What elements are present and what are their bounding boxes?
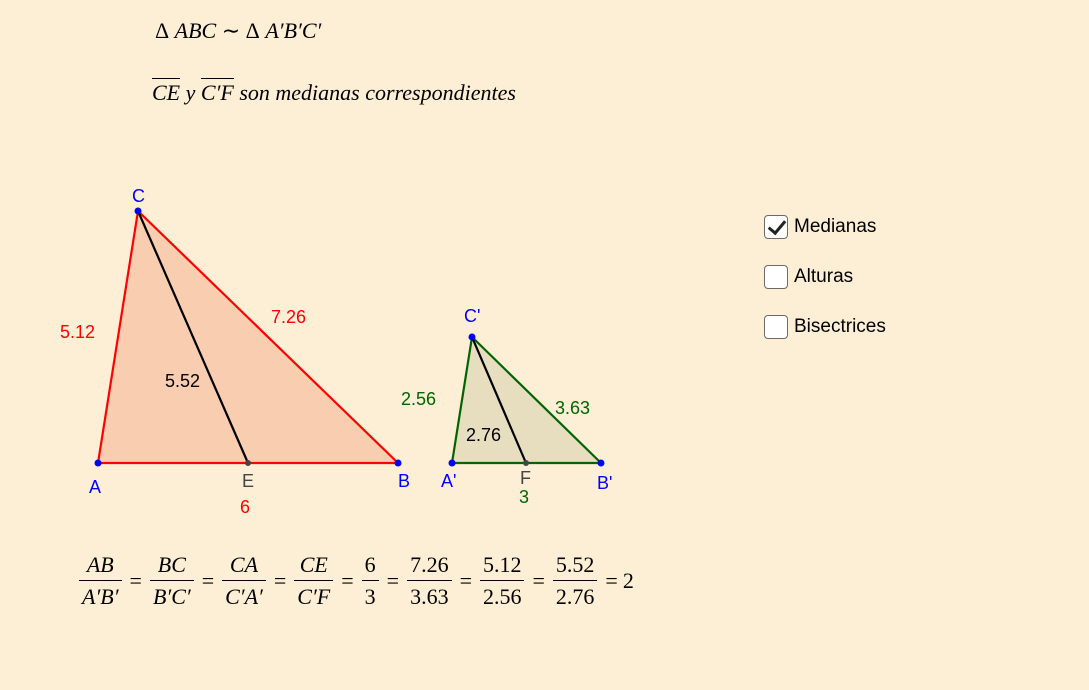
- medians-statement: CE y C′F son medianas correspondientes: [152, 78, 516, 106]
- point-c[interactable]: [134, 207, 142, 215]
- equals-sign: =: [341, 568, 354, 593]
- side-ab-prime-length: 3: [519, 487, 529, 507]
- options-panel: Medianas Alturas Bisectrices: [764, 213, 886, 363]
- equals-sign: =: [459, 568, 472, 593]
- triangle-symbol: Δ: [155, 18, 170, 43]
- denominator: 3.63: [407, 580, 452, 610]
- fraction: 7.26 3.63: [407, 552, 452, 610]
- label-f: F: [520, 468, 531, 488]
- checkbox-medianas[interactable]: Medianas: [764, 213, 886, 241]
- median-cf[interactable]: [470, 336, 528, 464]
- label-b-prime: B': [597, 473, 612, 493]
- side-bc-length: 7.26: [271, 307, 306, 327]
- point-b[interactable]: [394, 459, 402, 467]
- point-f[interactable]: [523, 460, 529, 466]
- similarity-relation: ∼: [221, 18, 241, 43]
- conjunction: y: [185, 80, 196, 105]
- numerator: AB: [86, 552, 114, 577]
- checkbox-alturas[interactable]: Alturas: [764, 263, 886, 291]
- equals-sign: =: [129, 568, 142, 593]
- median-ce-length: 5.52: [165, 371, 200, 391]
- numerator: 7.26: [410, 552, 449, 577]
- label-e: E: [242, 471, 254, 491]
- numerator: 6: [364, 552, 376, 577]
- label-c: C: [132, 186, 145, 206]
- denominator: B′C′: [149, 580, 194, 610]
- denominator: C′F: [294, 580, 334, 610]
- point-b-prime[interactable]: [597, 459, 605, 467]
- similarity-statement: Δ ABC ∼ Δ A′B′C′: [155, 18, 321, 44]
- equals-sign: =: [532, 568, 545, 593]
- point-a-prime[interactable]: [448, 459, 456, 467]
- label-a-prime: A': [441, 471, 456, 491]
- fraction: BC B′C′: [149, 552, 194, 610]
- numerator: BC: [157, 552, 186, 577]
- checkbox-bisectrices[interactable]: Bisectrices: [764, 313, 886, 341]
- checkbox-label-alturas[interactable]: Alturas: [794, 266, 854, 287]
- triangle-symbol: Δ: [245, 18, 260, 43]
- side-ca-prime-length: 2.56: [401, 389, 436, 409]
- checkbox-box-bisectrices[interactable]: [764, 315, 788, 339]
- side-ab-length: 6: [240, 497, 250, 517]
- equals-sign: =: [273, 568, 287, 593]
- median-cf-length: 2.76: [466, 425, 501, 445]
- denominator: A′B′: [79, 580, 122, 610]
- equals-sign: =: [201, 568, 215, 593]
- label-b: B: [398, 471, 410, 491]
- numerator: CE: [299, 552, 328, 577]
- side-bc-prime-length: 3.63: [555, 398, 590, 418]
- checkbox-label-medianas[interactable]: Medianas: [794, 216, 877, 237]
- equals-sign: =: [605, 568, 618, 593]
- fraction: 5.52 2.76: [552, 552, 598, 610]
- segment-cf: C′F: [200, 78, 234, 105]
- median-ce[interactable]: [136, 210, 250, 464]
- numerator: 5.52: [555, 552, 595, 577]
- side-ca-length: 5.12: [60, 322, 95, 342]
- label-c-prime: C': [464, 306, 480, 326]
- label-a: A: [89, 477, 101, 497]
- denominator: 2.56: [479, 580, 525, 610]
- point-a[interactable]: [94, 459, 102, 467]
- numerator: CA: [229, 552, 259, 577]
- segment-ce: CE: [152, 78, 181, 105]
- equals-sign: =: [386, 568, 400, 593]
- denominator: C′A′: [222, 580, 266, 610]
- triangle-abc[interactable]: [96, 208, 401, 465]
- point-c-prime[interactable]: [468, 333, 476, 341]
- similarity-right: A′B′C′: [265, 18, 322, 43]
- similarity-left: ABC: [174, 18, 217, 43]
- medians-text: son medianas correspondientes: [239, 80, 516, 105]
- fraction: 5.12 2.56: [479, 552, 525, 610]
- denominator: 2.76: [552, 580, 598, 610]
- ratio-result: 2: [622, 568, 634, 593]
- denominator: 3: [361, 580, 379, 610]
- fraction: CA C′A′: [222, 552, 266, 610]
- checkbox-box-alturas[interactable]: [764, 265, 788, 289]
- checkbox-box-medianas[interactable]: [764, 215, 788, 239]
- numerator: 5.12: [482, 552, 522, 577]
- fraction: CE C′F: [294, 552, 334, 610]
- checkbox-label-bisectrices[interactable]: Bisectrices: [794, 316, 886, 337]
- point-e[interactable]: [245, 460, 251, 466]
- fraction: AB A′B′: [79, 552, 122, 610]
